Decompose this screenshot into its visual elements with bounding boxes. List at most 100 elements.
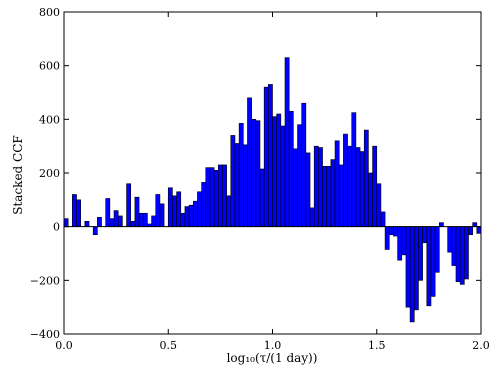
bar [217, 164, 223, 227]
bar [326, 165, 332, 227]
bar [401, 226, 407, 256]
bar [276, 113, 282, 227]
bar [476, 226, 482, 234]
bar [280, 125, 286, 227]
bar [430, 226, 436, 297]
bar [167, 187, 173, 227]
bar [172, 195, 177, 227]
bar [338, 164, 344, 227]
bar [293, 148, 298, 227]
bar [159, 203, 165, 227]
bar [409, 226, 415, 323]
bar [368, 172, 373, 227]
bar [134, 196, 140, 227]
y-tick-label: 200 [39, 167, 60, 180]
bar [97, 216, 102, 227]
bar [201, 182, 207, 227]
bar [92, 226, 98, 236]
bar [76, 199, 81, 227]
bar [334, 140, 340, 227]
y-axis-label: Stacked CCF [11, 135, 25, 214]
x-tick-label: 0.5 [160, 339, 178, 352]
bar [155, 194, 161, 227]
bar [209, 167, 215, 227]
x-axis-label: log₁₀(τ/(1 day)) [227, 351, 318, 365]
bar [226, 195, 232, 227]
bar [426, 226, 432, 307]
bar [176, 191, 182, 227]
bar [84, 221, 90, 227]
bar [105, 198, 111, 227]
bar [309, 207, 315, 227]
bar-series [63, 57, 482, 323]
bar [205, 167, 211, 227]
bar [330, 159, 336, 227]
bar [222, 164, 227, 227]
bar [393, 226, 398, 237]
y-tick-label: −200 [30, 274, 60, 287]
bar [151, 215, 157, 227]
bar [238, 123, 244, 227]
bar [284, 57, 290, 227]
bar [434, 226, 440, 273]
y-tick-label: 400 [39, 113, 60, 126]
bar [472, 222, 478, 227]
bar [380, 211, 386, 227]
bar [230, 135, 236, 227]
bar [459, 226, 465, 285]
bar [455, 226, 461, 282]
bar [109, 218, 115, 227]
bar [234, 143, 240, 227]
bar [384, 226, 390, 250]
bar [263, 86, 269, 227]
bar [359, 151, 365, 227]
bar [138, 212, 144, 227]
y-tick-label: 600 [39, 60, 60, 73]
bar [63, 218, 69, 227]
bar [376, 183, 382, 227]
bar [247, 97, 252, 227]
bar [255, 120, 261, 227]
bar [117, 215, 123, 227]
bar [305, 152, 311, 227]
bar [130, 221, 136, 227]
bar [313, 145, 319, 227]
bar [355, 147, 361, 227]
bar [405, 226, 411, 308]
bar [413, 226, 419, 311]
bar [188, 204, 194, 227]
y-tick-label: −400 [30, 328, 60, 341]
x-axis: 0.0 0.5 1.0 1.5 2.0 [55, 12, 490, 352]
bar [243, 144, 248, 227]
y-tick-label: 0 [53, 221, 60, 234]
y-axis: −400 −200 0 200 400 600 800 [30, 6, 481, 341]
x-tick-label: 2.0 [472, 339, 490, 352]
bar [184, 206, 190, 227]
x-tick-label: 1.0 [264, 339, 282, 352]
bar [180, 212, 186, 227]
bar [142, 212, 148, 227]
bar [451, 226, 457, 266]
bar [343, 133, 348, 227]
bar [438, 222, 444, 227]
bar [347, 145, 353, 227]
bar [372, 145, 378, 227]
bar [464, 226, 469, 280]
bar [113, 210, 119, 227]
bar [268, 84, 273, 227]
bar [418, 226, 423, 281]
x-tick-label: 0.0 [55, 339, 73, 352]
bar [297, 124, 302, 227]
bar [422, 226, 428, 244]
bar [447, 226, 453, 253]
bar [259, 168, 265, 227]
bar [197, 191, 202, 227]
bar [388, 226, 394, 236]
bar [251, 119, 257, 227]
bar [351, 112, 357, 227]
bar [213, 170, 219, 227]
bar [397, 226, 403, 261]
bar [363, 129, 369, 227]
bar [288, 110, 294, 227]
